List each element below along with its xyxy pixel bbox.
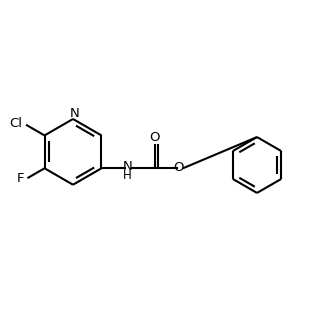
Text: H: H (123, 169, 132, 182)
Text: O: O (149, 131, 160, 144)
Text: N: N (70, 107, 80, 120)
Text: F: F (17, 172, 24, 185)
Text: O: O (174, 161, 184, 174)
Text: Cl: Cl (9, 116, 22, 130)
Text: N: N (122, 160, 132, 174)
